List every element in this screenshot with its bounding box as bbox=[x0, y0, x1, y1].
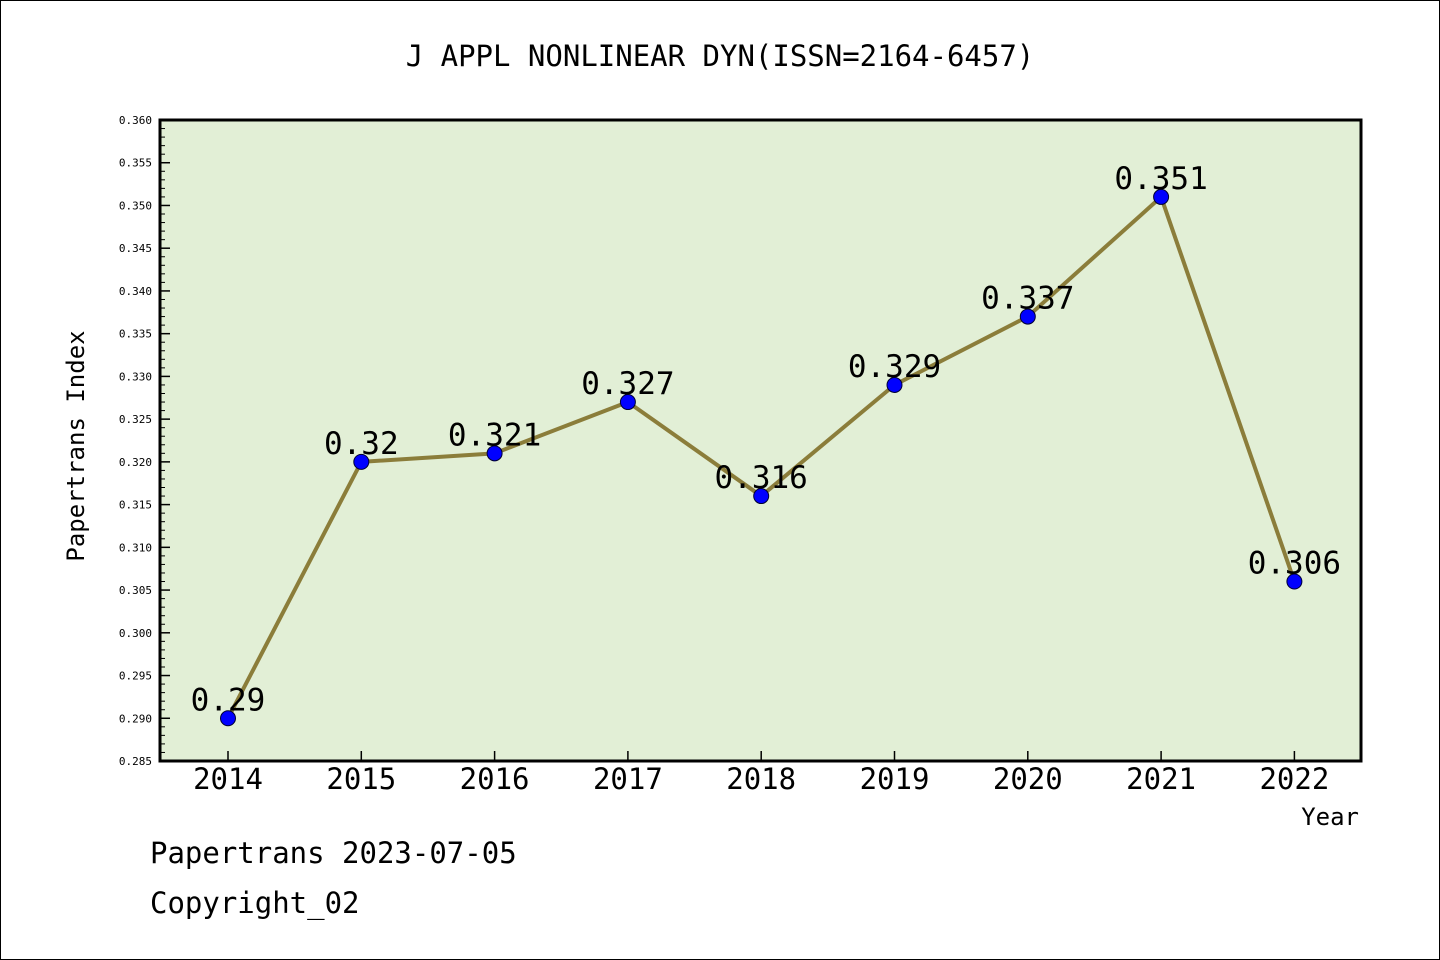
marker-2020 bbox=[1019, 308, 1036, 325]
marker-2018 bbox=[753, 488, 770, 505]
y-axis-ticks: 0.285 0.290 0.295 0.300 0.305 0.310 0.315 0.320… bbox=[119, 114, 170, 768]
x-tick-label-2017: 2017 bbox=[593, 762, 663, 796]
y-tick-label-7: 0.320 bbox=[119, 456, 152, 469]
y-tick-label-12: 0.345 bbox=[119, 242, 152, 255]
data-label-2021: 0.351 bbox=[1114, 161, 1207, 197]
x-axis-label: Year bbox=[1301, 803, 1359, 831]
y-tick-label-11: 0.340 bbox=[119, 285, 152, 298]
data-label-2014: 0.29 bbox=[191, 682, 266, 718]
data-labels: 0.29 0.32 0.321 0.327 0.316 0.329 0.337 0.351 0.… bbox=[191, 161, 1341, 718]
x-tick-label-2018: 2018 bbox=[726, 762, 796, 796]
marker-2014 bbox=[220, 710, 236, 727]
x-axis-ticks: 2014 2015 2016 2017 2018 2019 2020 2021 2022 bbox=[193, 751, 1329, 796]
y-tick-label-6: 0.315 bbox=[119, 499, 152, 512]
footer-date: Papertrans 2023-07-05 bbox=[150, 836, 517, 870]
x-tick-label-2016: 2016 bbox=[460, 762, 530, 796]
y-tick-label-14: 0.355 bbox=[119, 157, 152, 170]
x-tick-label-2022: 2022 bbox=[1259, 762, 1329, 796]
y-tick-label-2: 0.295 bbox=[119, 670, 152, 683]
data-label-2020: 0.337 bbox=[981, 281, 1074, 317]
data-label-2017: 0.327 bbox=[581, 366, 674, 402]
data-label-2022: 0.306 bbox=[1248, 546, 1341, 582]
data-label-2018: 0.316 bbox=[715, 460, 808, 496]
x-tick-label-2019: 2019 bbox=[860, 762, 930, 796]
plot-border bbox=[158, 118, 1363, 763]
y-tick-label-15: 0.360 bbox=[119, 114, 152, 127]
data-label-2015: 0.32 bbox=[324, 426, 399, 462]
plot-area bbox=[160, 120, 1361, 761]
y-tick-label-10: 0.335 bbox=[119, 328, 152, 341]
x-tick-label-2015: 2015 bbox=[326, 762, 396, 796]
data-label-2016: 0.321 bbox=[448, 417, 541, 453]
y-tick-label-9: 0.330 bbox=[119, 370, 152, 383]
marker-2017 bbox=[619, 394, 636, 411]
data-label-2019: 0.329 bbox=[848, 349, 941, 385]
chart-title: J APPL NONLINEAR DYN(ISSN=2164-6457) bbox=[406, 39, 1035, 73]
y-axis-label: Papertrans Index bbox=[62, 330, 90, 561]
marker-2015 bbox=[353, 453, 370, 470]
y-tick-label-8: 0.325 bbox=[119, 413, 152, 426]
y-tick-label-1: 0.290 bbox=[119, 712, 152, 725]
marker-2016 bbox=[486, 445, 503, 462]
y-tick-label-4: 0.305 bbox=[119, 584, 152, 597]
y-tick-label-5: 0.310 bbox=[119, 541, 152, 554]
x-tick-label-2014: 2014 bbox=[193, 762, 263, 796]
series-markers bbox=[220, 188, 1303, 727]
x-tick-label-2020: 2020 bbox=[993, 762, 1063, 796]
y-tick-label-3: 0.300 bbox=[119, 627, 152, 640]
marker-2022 bbox=[1286, 573, 1303, 590]
marker-2021 bbox=[1153, 188, 1170, 205]
y-tick-label-13: 0.350 bbox=[119, 199, 152, 212]
y-tick-label-0: 0.285 bbox=[119, 755, 152, 768]
footer-copyright: Copyright_02 bbox=[150, 886, 360, 921]
x-tick-label-2021: 2021 bbox=[1126, 762, 1196, 796]
marker-2019 bbox=[886, 376, 903, 393]
